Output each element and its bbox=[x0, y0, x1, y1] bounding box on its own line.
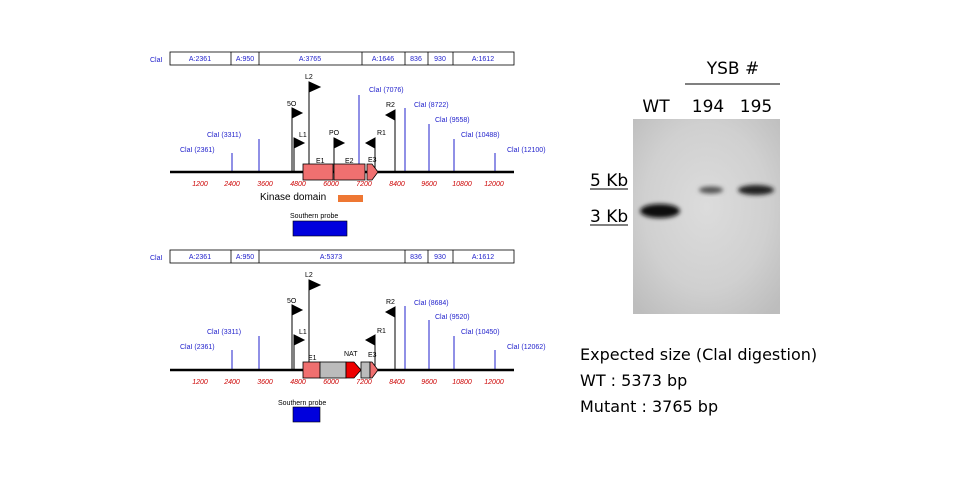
bottom-site-1: ClaI (2361) bbox=[180, 344, 215, 351]
lane-label-195: 195 bbox=[740, 97, 772, 117]
bottom-site-3: ClaI (8684) bbox=[414, 300, 449, 307]
lane-label-wt: WT bbox=[642, 97, 670, 117]
bottom-tick-9: 10800 bbox=[452, 379, 472, 386]
top-tick-10: 12000 bbox=[484, 181, 504, 188]
bottom-segment-3: A:5373 bbox=[320, 254, 342, 261]
top-tick-7: 8400 bbox=[389, 181, 405, 188]
top-exon-e1: E1 bbox=[316, 158, 325, 165]
expected-line-3: Mutant : 3765 bp bbox=[580, 397, 718, 416]
top-segment-6: 930 bbox=[434, 56, 446, 63]
top-segment-5: 836 bbox=[410, 56, 422, 63]
expected-line-2: WT : 5373 bp bbox=[580, 371, 687, 390]
bottom-exon-nat: NAT bbox=[344, 351, 358, 358]
bottom-tick-1: 1200 bbox=[192, 379, 208, 386]
top-site-5: ClaI (9558) bbox=[435, 117, 470, 124]
bottom-segment-4: 836 bbox=[410, 254, 422, 261]
top-primer-l2: L2 bbox=[305, 74, 313, 81]
bottom-tick-3: 3600 bbox=[257, 379, 273, 386]
top-clai-label: ClaI bbox=[150, 57, 163, 64]
top-primer-5o: 5O bbox=[287, 101, 297, 108]
bottom-tick-8: 9600 bbox=[421, 379, 437, 386]
top-primer-po: PO bbox=[329, 130, 340, 137]
bottom-primer-5o: 5O bbox=[287, 298, 297, 305]
bottom-tick-6: 7200 bbox=[356, 379, 372, 386]
bottom-exon-e3: E3 bbox=[368, 352, 377, 359]
top-exon-e3-arrow bbox=[366, 163, 379, 181]
top-primer-r1: R1 bbox=[377, 130, 386, 137]
top-tick-8: 9600 bbox=[421, 181, 437, 188]
top-segment-bar bbox=[169, 51, 515, 66]
marker-5kb: 5 Kb bbox=[590, 171, 628, 191]
bottom-map: ClaI A:2361 A:950 A:5373 836 930 A:1612 … bbox=[150, 249, 546, 423]
bottom-exon-e3-arrow bbox=[369, 361, 379, 379]
top-tick-1: 1200 bbox=[192, 181, 208, 188]
top-site-7: ClaI (12100) bbox=[507, 147, 546, 154]
bottom-tick-10: 12000 bbox=[484, 379, 504, 386]
bottom-segment-6: A:1612 bbox=[472, 254, 494, 261]
top-site-2: ClaI (3311) bbox=[207, 132, 241, 139]
bottom-primer-l1: L1 bbox=[299, 329, 307, 336]
band-195 bbox=[738, 185, 774, 195]
expected-line-1: Expected size (ClaI digestion) bbox=[580, 345, 817, 364]
top-segment-4: A:1646 bbox=[372, 56, 394, 63]
marker-3kb: 3 Kb bbox=[590, 207, 628, 227]
bottom-primer-r2: R2 bbox=[386, 299, 395, 306]
top-tick-2: 2400 bbox=[223, 181, 240, 188]
top-exon-e1-box bbox=[302, 163, 334, 181]
top-tick-6: 7200 bbox=[356, 181, 372, 188]
top-site-1: ClaI (2361) bbox=[180, 147, 215, 154]
bottom-tick-2: 2400 bbox=[223, 379, 240, 386]
lane-label-194: 194 bbox=[692, 97, 724, 117]
expected-size: Expected size (ClaI digestion) WT : 5373… bbox=[580, 345, 817, 416]
top-primer-r2: R2 bbox=[386, 102, 395, 109]
bottom-site-5: ClaI (10450) bbox=[461, 329, 500, 336]
top-segment-1: A:2361 bbox=[189, 56, 211, 63]
top-tick-5: 6000 bbox=[323, 181, 339, 188]
top-site-3: ClaI (7076) bbox=[369, 87, 404, 94]
bottom-tick-4: 4800 bbox=[290, 379, 306, 386]
top-tick-9: 10800 bbox=[452, 181, 472, 188]
top-site-6: ClaI (10488) bbox=[461, 132, 500, 139]
band-wt bbox=[640, 204, 680, 218]
bottom-site-2: ClaI (3311) bbox=[207, 329, 241, 336]
bottom-tick-5: 6000 bbox=[323, 379, 339, 386]
bottom-site-6: ClaI (12062) bbox=[507, 344, 546, 351]
top-tick-4: 4800 bbox=[290, 181, 306, 188]
nat-arrow bbox=[345, 361, 362, 379]
top-exon-e3: E3 bbox=[368, 157, 377, 164]
bottom-exon-e1-box bbox=[302, 361, 321, 379]
top-southern-probe bbox=[292, 220, 348, 237]
top-primer-l1: L1 bbox=[299, 132, 307, 139]
bottom-primer-l2: L2 bbox=[305, 272, 313, 279]
bottom-segment-1: A:2361 bbox=[189, 254, 211, 261]
southern-blot: YSB # WT 194 195 5 Kb 3 Kb bbox=[590, 59, 780, 314]
top-tick-3: 3600 bbox=[257, 181, 273, 188]
bottom-gray-box-2 bbox=[360, 361, 371, 379]
bottom-southern-probe bbox=[292, 406, 321, 423]
top-exon-e2: E2 bbox=[345, 158, 354, 165]
top-map: ClaI A:2361 A:950 A:3765 A:1646 836 930 … bbox=[150, 51, 546, 237]
band-194 bbox=[699, 186, 723, 194]
bottom-tick-7: 8400 bbox=[389, 379, 405, 386]
top-segment-2: A:950 bbox=[236, 56, 254, 63]
top-site-4: ClaI (8722) bbox=[414, 102, 449, 109]
bottom-exon-e1: E1 bbox=[308, 355, 317, 362]
kinase-domain-bar bbox=[338, 195, 363, 202]
bottom-gray-box-1 bbox=[319, 361, 347, 379]
bottom-segment-5: 930 bbox=[434, 254, 446, 261]
top-segment-3: A:3765 bbox=[299, 56, 321, 63]
top-segment-7: A:1612 bbox=[472, 56, 494, 63]
top-exon-e2-box bbox=[333, 163, 366, 181]
bottom-probe-label: Southern probe bbox=[278, 400, 326, 407]
top-domain-label: Kinase domain bbox=[260, 192, 326, 203]
bottom-primer-r1: R1 bbox=[377, 328, 386, 335]
ysb-group-label: YSB # bbox=[706, 59, 760, 79]
top-probe-label: Southern probe bbox=[290, 213, 338, 220]
bottom-site-4: ClaI (9520) bbox=[435, 314, 470, 321]
bottom-segment-2: A:950 bbox=[236, 254, 254, 261]
bottom-clai-label: ClaI bbox=[150, 255, 163, 262]
